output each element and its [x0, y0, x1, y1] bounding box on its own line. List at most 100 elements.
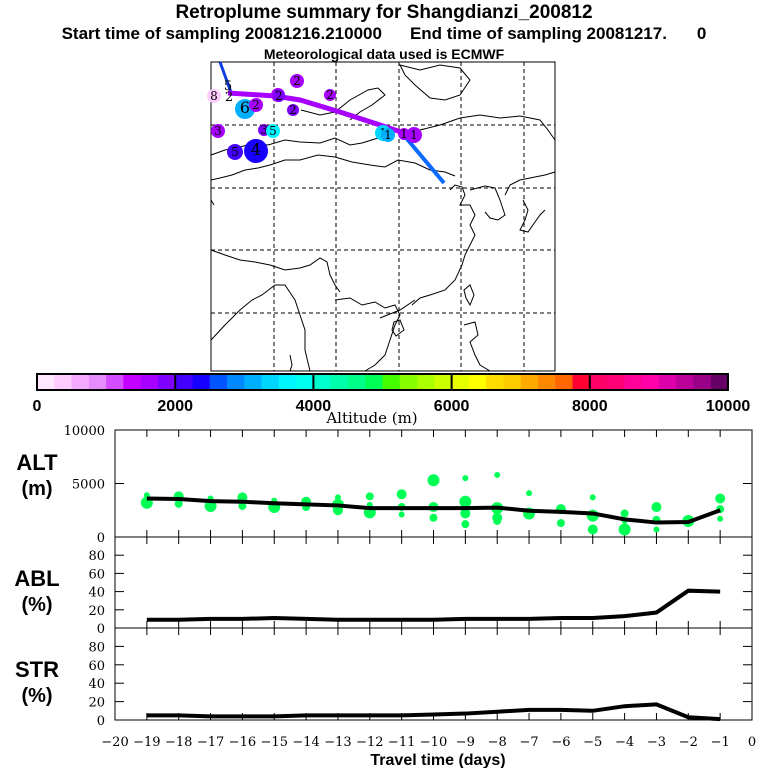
x-axis-label: Travel time (days) [370, 752, 505, 768]
x-tick-label: 0 [748, 735, 756, 750]
colorbar-tick-label: 10000 [706, 398, 751, 415]
map-point-label: 2 [275, 89, 283, 103]
x-tick-label: −7 [519, 735, 538, 750]
colorbar-segment [520, 374, 539, 390]
map-panel: 8222622233554111152 [207, 61, 556, 372]
alt-scatter-point [618, 523, 631, 536]
str-line [146, 702, 721, 722]
alt-scatter-point [715, 493, 726, 504]
alt-scatter-point [334, 494, 341, 501]
alt-scatter-point [526, 490, 533, 497]
colorbar-segment [399, 374, 418, 390]
alt-panel: 10000 5000 0 ALT (m) [16, 424, 753, 546]
y-tick-label: 60 [88, 659, 105, 674]
chart-title: Retroplume summary for Shangdianzi_20081… [175, 2, 593, 23]
colorbar-label: Altitude (m) [325, 409, 417, 427]
panel-label: STR [15, 657, 59, 682]
map-point: 2 [290, 74, 304, 88]
map-point-marker [290, 74, 304, 88]
map-point-label: 3 [214, 124, 222, 138]
y-tick-label: 80 [88, 640, 105, 655]
colorbar-segment [676, 374, 694, 390]
colorbar-segment [624, 374, 643, 390]
map-point-label: 2 [326, 88, 334, 102]
map-point-label: 5 [269, 124, 277, 138]
alt-scatter-point [493, 516, 502, 525]
colorbar-segment [382, 374, 401, 390]
colorbar-segment [503, 374, 522, 390]
y-tick-label: 40 [88, 677, 105, 692]
y-tick-label: 0 [97, 622, 105, 637]
x-tick-label: −3 [647, 735, 666, 750]
map-point-label: 1 [384, 128, 392, 142]
colorbar-segment [589, 374, 608, 390]
map-point-label: 2 [289, 103, 297, 117]
colorbar-segment [140, 374, 159, 390]
colorbar-segment [658, 374, 677, 390]
abl-panel: 80 60 40 20 0 ABL (%) [14, 536, 753, 637]
x-tick-label: −20 [101, 735, 128, 750]
colorbar-segment [261, 374, 280, 390]
colorbar-segment [347, 374, 366, 390]
map-point-marker [324, 89, 336, 101]
end-time-label: End time of sampling 20081217. [409, 24, 667, 43]
map-point-label: 8 [210, 89, 218, 103]
colorbar-segment [572, 374, 591, 390]
colorbar-segment [209, 374, 228, 390]
alt-scatter-point [589, 494, 596, 501]
map-point-marker [273, 90, 285, 102]
alt-scatter-point [653, 526, 660, 533]
colorbar-tick-label: 6000 [434, 398, 470, 415]
altitude-colorbar: 0 2000 4000 6000 8000 10000 Altitude (m) [33, 373, 751, 427]
map-point-marker [227, 144, 243, 160]
colorbar-segment [313, 374, 332, 390]
colorbar-segment [486, 374, 504, 390]
map-point-marker [244, 139, 268, 163]
x-tick-label: −13 [324, 735, 351, 750]
y-tick-label: 10000 [64, 424, 105, 439]
colorbar-tick-label: 0 [33, 398, 42, 415]
y-tick-label: 20 [88, 604, 105, 619]
alt-scatter-point [238, 501, 247, 510]
alt-mean-line [146, 496, 721, 525]
colorbar-segment [296, 374, 314, 390]
colorbar-segment [71, 374, 90, 390]
colorbar-tick-label: 8000 [572, 398, 608, 415]
x-axis: −20 −19 −18 −17 −16 −15 −14 −13 −12 −11 −10 −9 −8 −7−… [101, 735, 756, 768]
x-tick-label: −8 [488, 735, 507, 750]
colorbar-segment [244, 374, 263, 390]
colorbar-segment [88, 374, 107, 390]
alt-scatter-point [494, 471, 501, 478]
map-point: 2 [249, 98, 263, 112]
map-point-marker [249, 98, 263, 112]
map-point: 1 [406, 127, 422, 143]
trajectory-track-blue [400, 131, 446, 185]
colorbar-segment [641, 374, 660, 390]
x-tick-label: −5 [583, 735, 602, 750]
trajectory-track-blue-upper [218, 61, 234, 96]
x-tick-label: −10 [420, 735, 447, 750]
met-data-label: Meteorological data used is ECMWF [263, 46, 505, 62]
alt-scatter-point [462, 475, 469, 482]
map-point-label: 2 [252, 98, 260, 112]
x-tick-label: −15 [261, 735, 288, 750]
colorbar-segment [157, 374, 176, 390]
y-tick-label: 0 [97, 531, 105, 546]
colorbar-segment [434, 374, 453, 390]
map-point-label: 1 [400, 127, 408, 141]
y-tick-label: 40 [88, 586, 105, 601]
alt-scatter-point [396, 489, 407, 500]
map-frame [210, 61, 556, 372]
colorbar-tick-label: 4000 [296, 398, 332, 415]
map-point: 1 [381, 128, 395, 142]
str-panel: 80 60 40 20 0 STR (%) [15, 627, 753, 729]
alt-scatter-point [332, 505, 343, 516]
map-point: 8 [207, 89, 221, 103]
y-tick-label: 0 [97, 714, 105, 729]
sampling-times: Start time of sampling 20081216.210000 En… [0, 24, 768, 44]
colorbar-segment [37, 374, 55, 390]
colorbar-tick-label: 2000 [157, 398, 193, 415]
abl-line [146, 588, 721, 622]
panel-unit-label: (%) [21, 685, 52, 707]
map-point: 2 [273, 89, 285, 103]
